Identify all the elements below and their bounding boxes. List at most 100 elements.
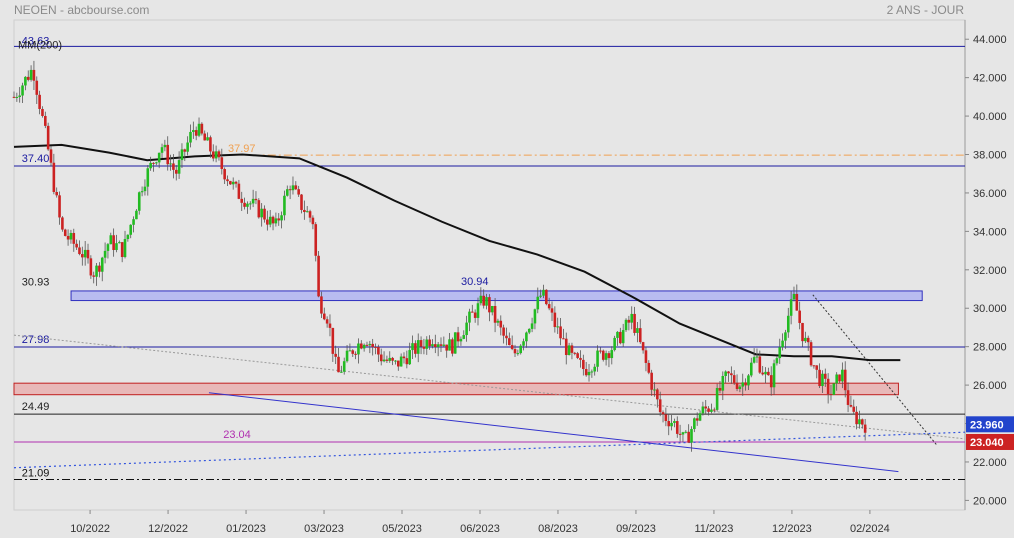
candle-body [305,211,309,213]
candle-body [362,344,366,349]
level-label: 30.93 [22,276,50,288]
candle-body [465,322,468,336]
level-label: 30.94 [461,276,489,288]
candle-body [727,371,730,374]
candle-body [24,76,27,86]
candle-body [607,353,611,359]
candle-body [442,344,446,346]
candle-body [752,357,756,363]
candle-body [747,375,750,386]
candle-body [303,209,306,213]
candle-body [468,311,471,323]
candle-body [579,357,582,360]
candle-body [374,346,377,348]
candle-body [354,353,357,355]
candle-body [69,232,73,240]
candle-body [280,215,283,221]
candle-body [556,326,560,328]
candle-body [545,289,548,305]
x-tick-label: 06/2023 [460,523,500,535]
x-tick-label: 12/2022 [148,523,188,535]
candle-body [801,322,804,342]
candle-body [439,344,443,346]
candle-body [32,69,36,81]
candle-body [322,313,326,320]
candle-body [678,433,682,435]
candle-body [823,373,827,379]
candle-body [673,421,676,423]
candle-body [422,346,426,349]
y-tick-label: 40.000 [973,111,1007,123]
price-tag-label: 23.960 [970,419,1004,431]
y-tick-label: 44.000 [973,34,1007,46]
price-tag [966,416,1014,433]
candle-body [570,345,574,353]
candle-body [587,371,591,376]
price-zone [13,382,899,396]
candle-body [337,356,340,373]
candle-body [698,413,702,421]
candle-body [792,293,796,300]
candle-body [160,147,164,153]
candle-body [291,185,295,191]
candle-body [200,123,204,134]
candle-body [78,247,81,255]
candle-body [695,418,699,421]
candle-body [266,219,269,225]
candle-body [456,332,460,342]
candle-body [786,315,790,333]
candle-body [246,203,249,207]
candle-body [351,350,355,354]
candle-body [377,347,380,355]
candle-body [516,353,520,355]
candle-body [49,149,53,163]
candle-body [308,211,312,218]
candle-body [288,189,292,191]
candle-body [496,320,500,323]
candle-body [217,151,221,158]
ma-label: MM(200) [18,39,62,51]
candle-body [562,338,565,340]
candle-body [18,95,21,97]
candle-body [197,123,201,136]
candle-body [656,389,659,400]
trendline-resistance [812,294,937,445]
candle-body [832,383,836,395]
candle-body [388,357,392,361]
candle-body [542,289,545,296]
x-tick-label: 08/2023 [538,523,578,535]
candle-body [596,350,599,367]
y-tick-label: 28.000 [973,342,1007,354]
candle-body [536,296,540,310]
candle-body [764,371,767,375]
candle-body [325,319,329,324]
candle-body [630,313,634,323]
candle-body [251,198,255,204]
candle-body [35,80,39,95]
candle-body [675,421,679,434]
candle-body [718,387,722,391]
level-label: 37.97 [228,143,256,155]
candle-body [382,359,386,362]
candle-body [681,432,685,435]
candle-body [75,243,78,248]
candle-body [795,293,799,311]
candle-body [399,356,403,367]
candle-body [428,339,431,347]
candle-body [650,372,653,390]
candle-body [152,162,155,164]
chart-period: 2 ANS - JOUR [886,3,964,17]
candle-body [394,360,397,362]
candle-body [826,378,830,394]
candle-body [627,319,631,323]
candle-body [342,361,346,372]
candle-body [348,350,352,352]
x-tick-label: 12/2023 [772,523,812,535]
candle-body [169,163,172,165]
candle-body [41,108,44,116]
candle-body [547,304,551,309]
candle-body [146,168,150,187]
candle-body [502,327,505,336]
candle-body [601,350,605,360]
